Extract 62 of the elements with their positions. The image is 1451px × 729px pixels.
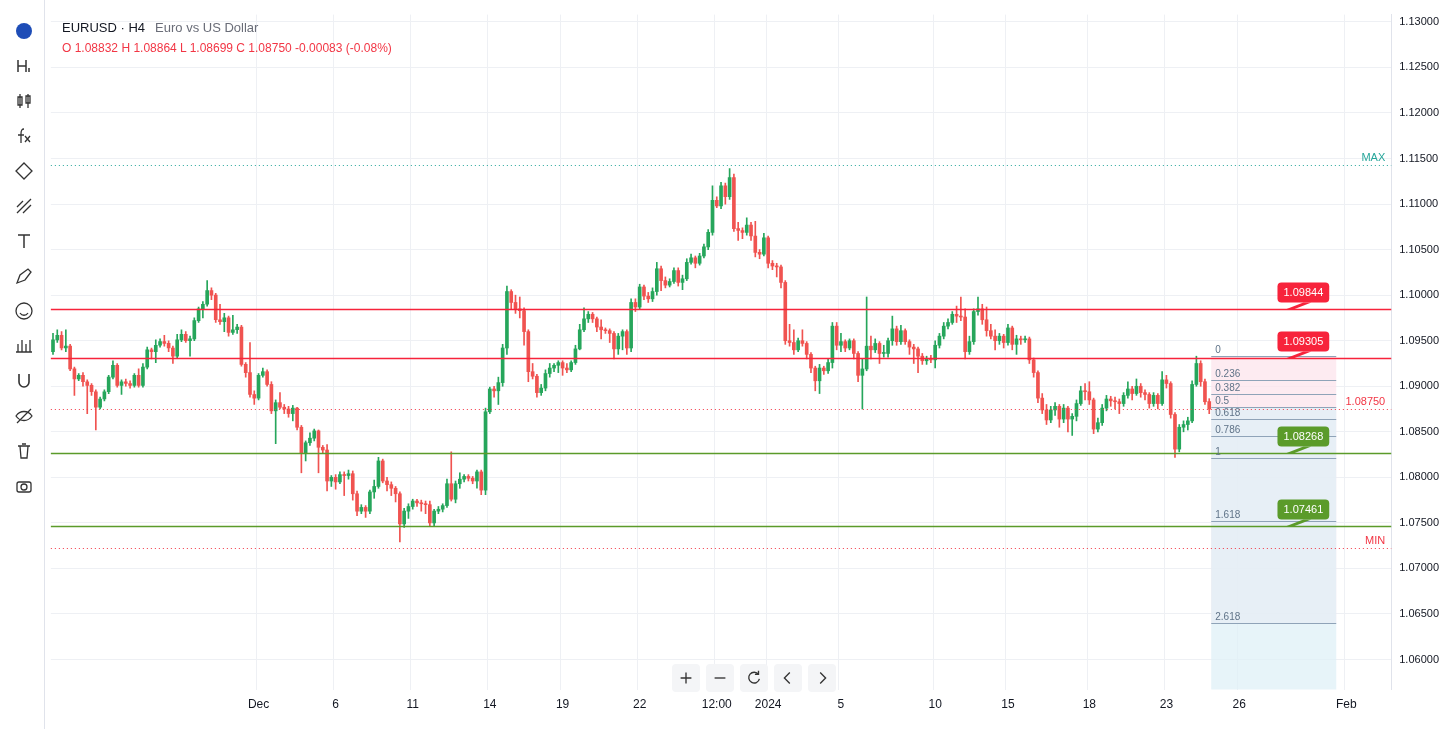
x-tick-label: Dec xyxy=(247,697,270,712)
candlestick xyxy=(419,499,424,512)
x-tick-label: 14 xyxy=(483,697,497,712)
y-tick-label: 1.06500 xyxy=(1399,607,1439,620)
candlestick xyxy=(869,335,873,360)
y-tick-label: 1.08500 xyxy=(1399,424,1439,437)
y-tick-label: 1.10500 xyxy=(1399,242,1439,255)
x-tick-label: 26 xyxy=(1232,697,1247,712)
x-tick-label: Feb xyxy=(1335,697,1357,712)
chart-subtitle: Euro vs US Dollar xyxy=(155,20,259,35)
ref-line-label: MIN xyxy=(1365,534,1386,547)
ref-line-label: 1.09844 xyxy=(1283,285,1324,298)
annotation: 0.5 xyxy=(1215,394,1230,406)
ref-line-label: 1.08750 xyxy=(1345,395,1386,408)
y-tick-label: 1.13000 xyxy=(1399,14,1439,27)
y-tick-label: 1.08000 xyxy=(1399,470,1439,483)
annotation: 0 xyxy=(1215,343,1222,355)
candlestick xyxy=(1083,383,1087,401)
candlestick xyxy=(1117,398,1122,414)
y-tick-label: 1.06000 xyxy=(1399,652,1439,665)
y-tick-label: 1.11000 xyxy=(1399,197,1439,210)
candlestick xyxy=(839,333,843,352)
x-tick-label: 15 xyxy=(1001,697,1015,712)
candlestick xyxy=(1113,396,1117,410)
x-tick-label: 12:00 xyxy=(701,697,733,712)
candlestick xyxy=(231,314,235,335)
annotation: 1.618 xyxy=(1215,508,1241,520)
x-tick-label: 22 xyxy=(633,697,647,712)
x-tick-label: 6 xyxy=(332,697,340,712)
annotation: 0.618 xyxy=(1215,406,1241,418)
candlestick xyxy=(1018,335,1023,345)
y-tick-label: 1.09500 xyxy=(1399,333,1439,346)
ref-line-label: 1.08268 xyxy=(1283,429,1324,442)
annotation: 0.786 xyxy=(1215,424,1241,436)
candlestick xyxy=(273,399,278,444)
ref-line-label: 1.07461 xyxy=(1283,502,1324,515)
x-tick-label: 19 xyxy=(555,697,570,712)
annotation: 1 xyxy=(1215,445,1222,457)
y-tick-label: 1.07000 xyxy=(1399,561,1439,574)
annotation: 0.236 xyxy=(1215,367,1241,379)
y-tick-label: 1.12000 xyxy=(1399,106,1439,119)
y-tick-label: 1.07500 xyxy=(1399,515,1439,528)
candlestick xyxy=(599,319,603,340)
x-tick-label: 11 xyxy=(406,697,420,712)
ref-line-label: MAX xyxy=(1361,151,1386,164)
candlestick xyxy=(881,344,886,358)
y-tick-label: 1.10000 xyxy=(1399,288,1439,301)
y-tick-label: 1.11500 xyxy=(1399,151,1439,164)
candlestick xyxy=(342,471,347,496)
candlestick xyxy=(222,313,227,332)
annotation: O 1.08832 H 1.08864 L 1.08699 C 1.08750 -0.00083 (-0.08%) xyxy=(62,41,392,55)
chart-title: EURUSD · H4 xyxy=(62,20,146,35)
annotation: 0.382 xyxy=(1215,382,1241,394)
x-tick-label: 23 xyxy=(1159,697,1174,712)
y-tick-label: 1.12500 xyxy=(1399,60,1439,73)
x-tick-label: 2024 xyxy=(754,697,782,712)
x-tick-label: 18 xyxy=(1082,697,1097,712)
annotation: 2.618 xyxy=(1215,610,1241,622)
y-tick-label: 1.09000 xyxy=(1399,379,1439,392)
x-tick-label: 10 xyxy=(928,697,943,712)
ref-line-label: 1.09305 xyxy=(1283,334,1324,347)
x-tick-label: 5 xyxy=(837,697,845,712)
